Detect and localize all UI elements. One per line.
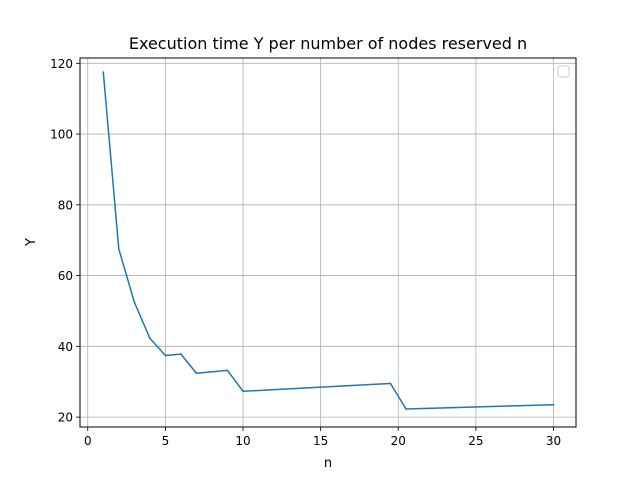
data-point: [102, 71, 105, 73]
x-tick-label: 0: [84, 434, 92, 448]
x-tick-label: 15: [313, 434, 328, 448]
y-tick-label: 60: [58, 269, 73, 283]
data-point: [133, 301, 136, 303]
chart-title: Execution time Y per number of nodes res…: [129, 34, 527, 53]
grid-lines: [80, 58, 576, 427]
x-tick-label: 10: [235, 434, 250, 448]
series-layer: [102, 71, 555, 410]
y-axis-label: Y: [24, 238, 39, 247]
series-line: [102, 71, 555, 410]
data-point: [149, 337, 151, 339]
y-tick-label: 100: [50, 128, 73, 142]
data-point: [164, 354, 167, 357]
y-tick-label: 20: [58, 411, 73, 425]
axis-ticks: 0 5 10 15 20 25 30 20 40 60 80 100 120: [50, 57, 561, 448]
legend-box: [557, 65, 570, 78]
data-point: [405, 408, 407, 410]
plot-frame: [79, 57, 577, 428]
x-tick-label: 25: [468, 434, 483, 448]
data-point: [226, 369, 229, 372]
data-point: [242, 390, 244, 393]
x-axis-label: n: [324, 456, 332, 471]
x-tick-label: 20: [391, 434, 406, 448]
data-point: [552, 403, 555, 406]
y-tick-label: 40: [58, 340, 73, 354]
data-point: [195, 372, 198, 375]
data-point: [389, 382, 392, 385]
data-point: [180, 353, 182, 355]
x-tick-label: 5: [162, 434, 170, 448]
y-tick-label: 120: [50, 57, 73, 71]
data-point: [118, 248, 120, 250]
y-tick-label: 80: [58, 198, 73, 212]
x-tick-label: 30: [546, 434, 561, 448]
